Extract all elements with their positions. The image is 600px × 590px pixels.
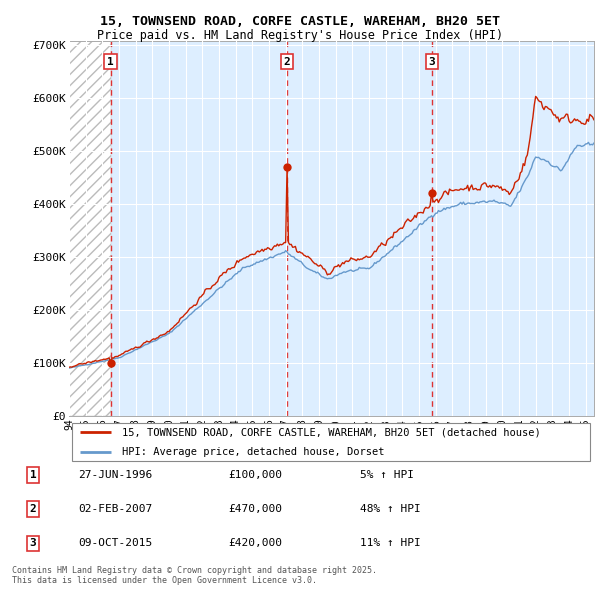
FancyBboxPatch shape: [71, 423, 590, 461]
Text: 15, TOWNSEND ROAD, CORFE CASTLE, WAREHAM, BH20 5ET: 15, TOWNSEND ROAD, CORFE CASTLE, WAREHAM…: [100, 15, 500, 28]
Text: 3: 3: [428, 57, 435, 67]
Text: 02-FEB-2007: 02-FEB-2007: [78, 504, 152, 514]
Text: £470,000: £470,000: [228, 504, 282, 514]
Text: 5% ↑ HPI: 5% ↑ HPI: [360, 470, 414, 480]
Text: 3: 3: [29, 539, 37, 548]
Text: 2: 2: [29, 504, 37, 514]
Text: 11% ↑ HPI: 11% ↑ HPI: [360, 539, 421, 548]
Text: Price paid vs. HM Land Registry's House Price Index (HPI): Price paid vs. HM Land Registry's House …: [97, 30, 503, 42]
Text: 2: 2: [284, 57, 290, 67]
Text: 09-OCT-2015: 09-OCT-2015: [78, 539, 152, 548]
Text: £100,000: £100,000: [228, 470, 282, 480]
Text: Contains HM Land Registry data © Crown copyright and database right 2025.
This d: Contains HM Land Registry data © Crown c…: [12, 566, 377, 585]
Text: 1: 1: [107, 57, 114, 67]
Text: 48% ↑ HPI: 48% ↑ HPI: [360, 504, 421, 514]
Text: 27-JUN-1996: 27-JUN-1996: [78, 470, 152, 480]
Text: £420,000: £420,000: [228, 539, 282, 548]
Text: 15, TOWNSEND ROAD, CORFE CASTLE, WAREHAM, BH20 5ET (detached house): 15, TOWNSEND ROAD, CORFE CASTLE, WAREHAM…: [121, 427, 540, 437]
Text: 1: 1: [29, 470, 37, 480]
Text: HPI: Average price, detached house, Dorset: HPI: Average price, detached house, Dors…: [121, 447, 384, 457]
